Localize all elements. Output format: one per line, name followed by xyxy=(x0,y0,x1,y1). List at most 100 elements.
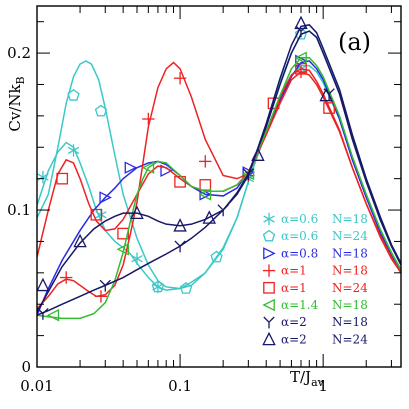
legend-item-0: α=0.6 N=18 xyxy=(263,212,368,226)
legend-n-label: N=18 xyxy=(332,246,368,260)
x-axis-label: T/Jav xyxy=(290,368,325,389)
data-point-stroke xyxy=(104,279,111,286)
legend-marker-stroke xyxy=(268,316,275,323)
data-point-stroke xyxy=(99,279,106,286)
legend-item-4: α=1 N=24 xyxy=(263,281,368,295)
data-point-shape xyxy=(202,210,217,224)
data-point xyxy=(130,205,144,220)
legend-n-label: N=24 xyxy=(332,332,368,346)
axes-layer: 0.01 0.1 1 0 0.1 0.2 xyxy=(7,5,402,395)
legend-alpha-label: α=1.4 xyxy=(281,298,319,312)
legend-n-label: N=24 xyxy=(332,229,368,243)
data-point xyxy=(116,243,129,256)
y-axis-label-subscript: B xyxy=(14,76,27,84)
data-point xyxy=(46,308,60,322)
data-point-shape xyxy=(251,147,265,161)
y-axis-label: Cv/NkB xyxy=(6,76,27,131)
data-point xyxy=(198,188,212,201)
legend-marker-shape xyxy=(262,298,275,312)
data-point-stroke xyxy=(328,88,335,95)
data-point xyxy=(179,282,193,294)
legend-n-label: N=18 xyxy=(332,264,368,278)
data-point xyxy=(173,72,187,85)
data-point-shape xyxy=(130,205,144,220)
plot-frame xyxy=(36,5,402,368)
data-point xyxy=(174,175,186,188)
x-axis-label-subscript: av xyxy=(311,376,325,389)
data-point-stroke xyxy=(42,307,49,315)
data-point xyxy=(142,112,155,126)
data-point-shape xyxy=(46,308,60,322)
series-layer xyxy=(37,15,401,322)
y-tick-label: 0 xyxy=(21,358,31,376)
legend-n-label: N=24 xyxy=(332,281,368,295)
data-point-shape xyxy=(319,87,333,102)
data-point xyxy=(56,172,69,185)
data-point xyxy=(202,210,217,224)
data-point-shape xyxy=(73,233,87,248)
data-point-shape xyxy=(294,51,307,65)
x-tick-label: 1 xyxy=(318,377,328,395)
legend-n-label: N=18 xyxy=(332,298,368,312)
series-7 xyxy=(37,15,401,313)
legend-item-2: α=0.8 N=18 xyxy=(263,246,368,260)
data-point-shape xyxy=(141,161,155,174)
data-point-stroke xyxy=(179,240,186,247)
data-point-shape xyxy=(67,88,80,101)
data-point-shape xyxy=(90,208,103,221)
data-point-stroke xyxy=(242,168,249,175)
data-point xyxy=(99,191,112,204)
data-point xyxy=(67,88,80,101)
data-point-shape xyxy=(210,250,223,263)
x-tick-label: 0.01 xyxy=(20,377,53,395)
legend-alpha-label: α=0.6 xyxy=(281,229,318,243)
legend-item-1: α=0.6 N=24 xyxy=(262,229,368,243)
data-point xyxy=(174,240,186,253)
data-point-shape xyxy=(174,175,186,188)
legend-marker xyxy=(262,298,275,312)
legend-n-label: N=18 xyxy=(332,212,368,226)
legend: α=0.6 N=18 α=0.6 N=24 α=0.8 N=18 α=1 N=18 α=1 N=2… xyxy=(262,212,368,346)
data-point xyxy=(319,87,333,102)
data-point xyxy=(210,250,223,263)
data-point xyxy=(99,279,111,292)
legend-marker xyxy=(262,229,276,242)
data-point xyxy=(295,62,307,75)
data-point-shape xyxy=(37,277,50,292)
legend-item-3: α=1 N=18 xyxy=(262,264,368,278)
legend-alpha-label: α=2 xyxy=(281,315,307,329)
data-point-shape xyxy=(94,104,108,117)
data-point-shape xyxy=(294,15,308,30)
y-tick-label: 0.1 xyxy=(7,201,31,219)
data-point xyxy=(131,252,143,265)
legend-item-5: α=1.4 N=18 xyxy=(262,298,368,312)
data-point-stroke xyxy=(174,240,181,247)
series-line-2 xyxy=(37,60,401,316)
data-point xyxy=(73,233,87,248)
data-point xyxy=(67,144,80,157)
data-point xyxy=(60,271,73,284)
legend-marker-shape xyxy=(262,331,276,346)
data-point xyxy=(90,208,103,221)
legend-marker xyxy=(263,281,275,294)
legend-marker-shape xyxy=(262,229,276,242)
legend-marker xyxy=(263,212,275,226)
y-tick-label: 0.2 xyxy=(7,44,31,62)
data-point xyxy=(124,161,138,174)
legend-item-6: α=2 N=18 xyxy=(263,315,368,329)
data-point-shape xyxy=(323,102,335,114)
legend-marker xyxy=(262,264,276,277)
data-point xyxy=(294,51,307,65)
data-point xyxy=(141,161,155,174)
data-point-shape xyxy=(99,191,112,204)
legend-marker-stroke xyxy=(263,215,275,223)
legend-alpha-label: α=2 xyxy=(281,332,307,346)
legend-alpha-label: α=0.6 xyxy=(281,212,318,226)
data-point-shape xyxy=(151,280,165,293)
data-point xyxy=(323,102,335,114)
data-point xyxy=(251,147,265,161)
legend-marker xyxy=(263,316,275,329)
series-line-7 xyxy=(37,24,401,313)
data-point xyxy=(173,218,187,232)
